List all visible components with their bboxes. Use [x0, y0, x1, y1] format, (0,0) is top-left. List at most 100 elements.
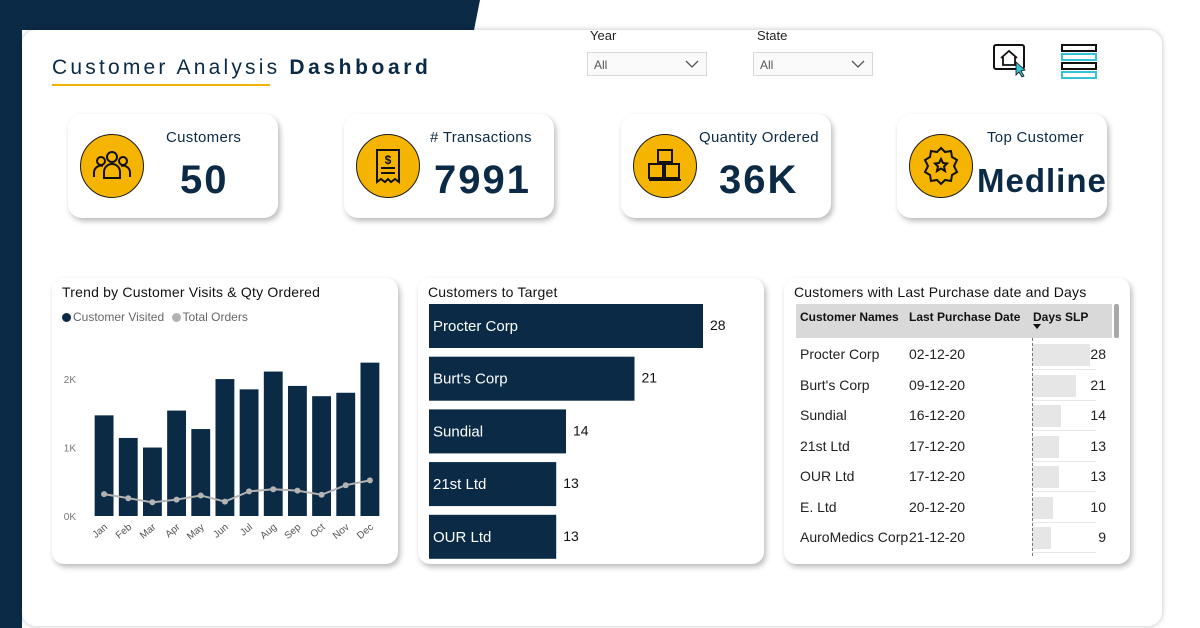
table-row[interactable]: 21st Ltd 17-12-20 13: [796, 432, 1112, 462]
cell-days-slp: 13: [1090, 468, 1106, 484]
bar-customer-visited[interactable]: [312, 396, 332, 516]
column-header-days-slp[interactable]: Days SLP: [1033, 310, 1089, 324]
point-total-orders[interactable]: [270, 486, 277, 493]
kpi-value: Medline: [977, 162, 1107, 199]
bar-category-label: OUR Ltd: [433, 529, 491, 546]
bar-customer-visited[interactable]: [142, 447, 162, 516]
point-total-orders[interactable]: [101, 491, 108, 498]
y-tick-label: 2K: [64, 375, 77, 386]
bar-customer-visited[interactable]: [191, 429, 211, 516]
legend-label-visited: Customer Visited: [73, 310, 165, 324]
people-group-icon: [80, 134, 144, 198]
point-total-orders[interactable]: [197, 492, 204, 499]
cell-days-slp: 14: [1090, 407, 1106, 423]
state-filter-dropdown[interactable]: All: [753, 52, 873, 76]
title-underline: [52, 84, 270, 86]
chevron-down-icon: [685, 60, 699, 68]
cell-days-bar: [1032, 405, 1061, 427]
cell-days-slp: 13: [1090, 437, 1106, 454]
target-chart-title: Customers to Target: [428, 284, 558, 300]
row-separator: [1032, 399, 1096, 401]
cell-days-bar: [1032, 527, 1051, 549]
year-filter-label: Year: [590, 28, 617, 43]
column-header-customer-names[interactable]: Customer Names: [800, 310, 899, 324]
point-total-orders[interactable]: [173, 496, 180, 503]
menu-lines-icon[interactable]: [1060, 44, 1098, 80]
trend-chart: 0K 1K 2K Jan Feb Mar Apr May Jun Jul Aug Sep Oct Nov D…: [64, 362, 380, 543]
x-tick-label: Jan: [91, 522, 110, 541]
bar-customer-visited[interactable]: [287, 385, 307, 516]
table-row[interactable]: E. Ltd 20-12-20 10: [796, 493, 1112, 523]
bar-customer-visited[interactable]: [239, 389, 259, 516]
column-header-last-purchase-date[interactable]: Last Purchase Date: [909, 310, 1021, 324]
cell-customer-name: Sundial: [800, 407, 847, 423]
cell-customer-name: Procter Corp: [800, 346, 880, 362]
bar-customer-visited[interactable]: [360, 362, 380, 516]
kpi-value: 50: [180, 158, 229, 202]
target-chart: Procter Corp 28 Burt's Corp 21 Sundial 14 21st…: [429, 304, 726, 559]
table-row[interactable]: OUR Ltd 17-12-20 13: [796, 462, 1112, 492]
bar-customer-target[interactable]: [429, 356, 635, 401]
trend-chart-title: Trend by Customer Visits & Qty Ordered: [62, 284, 321, 300]
bar-customer-visited[interactable]: [167, 410, 187, 516]
cell-days-bar: [1032, 344, 1090, 366]
point-total-orders[interactable]: [149, 499, 156, 506]
point-total-orders[interactable]: [366, 477, 373, 484]
bar-category-label: Sundial: [433, 423, 483, 440]
row-separator: [1032, 491, 1096, 492]
x-tick-label: May: [185, 522, 207, 543]
line-total-orders: [103, 479, 371, 504]
table-scrollbar[interactable]: [1114, 304, 1119, 338]
boxes-icon: [633, 134, 697, 198]
cell-last-purchase-date: 16-12-20: [909, 407, 966, 423]
table-header: Customer Names Last Purchase Date Days S…: [796, 304, 1112, 338]
bar-customer-target[interactable]: [429, 304, 703, 348]
cell-days-slp: 21: [1090, 376, 1106, 393]
bar-value-label: 14: [573, 422, 589, 438]
table-body: Procter Corp 02-12-20 28 Burt's Corp 09-12-2…: [796, 340, 1112, 556]
kpi-label: # Transactions: [430, 129, 532, 146]
table-row[interactable]: Procter Corp 02-12-20 28: [796, 340, 1112, 370]
point-total-orders[interactable]: [342, 482, 349, 489]
cell-customer-name: Burt's Corp: [800, 376, 870, 393]
svg-text:$: $: [385, 153, 392, 167]
bar-customer-visited[interactable]: [215, 379, 235, 516]
bar-customer-target[interactable]: [429, 462, 557, 507]
state-filter-value: All: [760, 58, 774, 72]
kpi-card-quantity: Quantity Ordered 36K: [621, 114, 831, 218]
table-row[interactable]: Sundial 16-12-20 14: [796, 401, 1112, 431]
x-tick-label: Nov: [331, 522, 352, 542]
point-total-orders[interactable]: [294, 487, 301, 494]
bar-customer-visited[interactable]: [263, 371, 283, 516]
legend-label-orders: Total Orders: [182, 310, 248, 324]
home-cursor-icon[interactable]: [992, 42, 1030, 78]
bar-customer-visited[interactable]: [118, 437, 138, 516]
bar-customer-target[interactable]: [429, 514, 557, 559]
table-bar-axis: [1032, 338, 1033, 556]
point-total-orders[interactable]: [318, 491, 325, 498]
y-tick-label: 1K: [64, 444, 77, 455]
kpi-value: 7991: [434, 158, 531, 202]
cell-days-slp: 28: [1090, 346, 1106, 362]
kpi-label: Customers: [166, 129, 242, 146]
x-tick-label: Jul: [238, 522, 255, 539]
title-regular: Customer Analysis: [52, 56, 281, 79]
cell-last-purchase-date: 09-12-20: [909, 376, 966, 393]
sort-descending-icon: [1033, 324, 1041, 329]
bar-value-label: 28: [710, 317, 726, 333]
point-total-orders[interactable]: [221, 498, 228, 505]
cell-days-bar: [1032, 435, 1059, 458]
legend-swatch-orders: [171, 313, 181, 322]
point-total-orders[interactable]: [125, 495, 132, 502]
bar-customer-visited[interactable]: [336, 392, 356, 516]
table-row[interactable]: AuroMedics Corp 21-12-20 9: [796, 523, 1112, 553]
bar-customer-target[interactable]: [429, 409, 566, 454]
bar-customer-visited[interactable]: [94, 415, 114, 516]
cell-last-purchase-date: 17-12-20: [909, 468, 966, 484]
cell-last-purchase-date: 17-12-20: [909, 437, 966, 454]
point-total-orders[interactable]: [246, 488, 253, 495]
table-row[interactable]: Burt's Corp 09-12-20 21: [796, 371, 1112, 401]
year-filter-dropdown[interactable]: All: [587, 52, 707, 76]
cell-last-purchase-date: 02-12-20: [909, 346, 966, 362]
title-bold: Dashboard: [289, 56, 432, 79]
